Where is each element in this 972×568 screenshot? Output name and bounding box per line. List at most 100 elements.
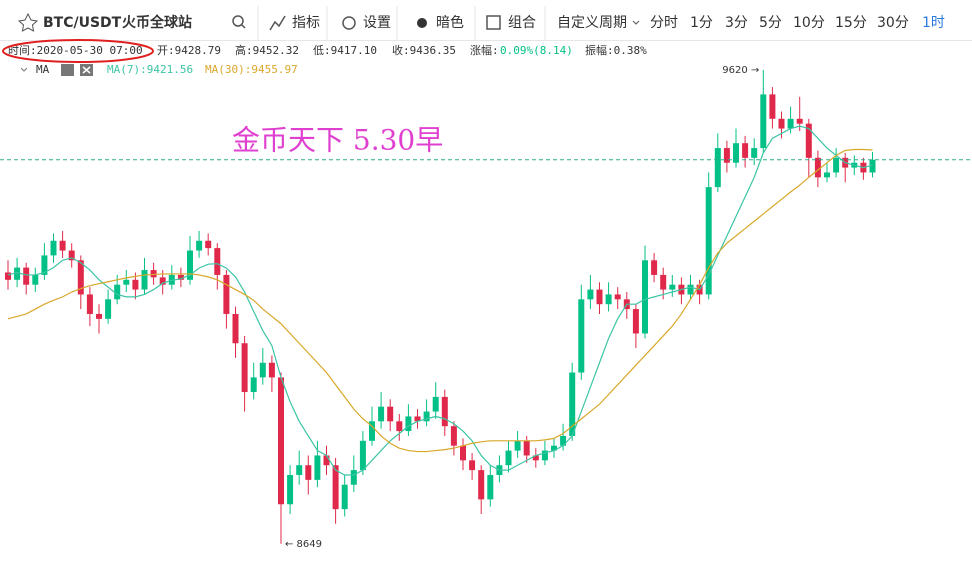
candle-body bbox=[323, 455, 330, 466]
candle-body bbox=[824, 172, 830, 178]
info-change-label: 涨幅: bbox=[470, 44, 499, 57]
candle-body bbox=[469, 460, 476, 471]
watermark: 金币天下 5.30早 bbox=[232, 124, 443, 157]
candle-body bbox=[760, 94, 767, 149]
plot: MA(7):9421.56 MA(30):9455.97 9620 → ← 8649 bbox=[0, 63, 972, 550]
candle-body bbox=[714, 148, 721, 188]
candle-body bbox=[296, 465, 303, 475]
toolbar: BTC/USDT 火币全球站 指标 设置 暗色 组合 自定义周期 分时 1分 3分 5… bbox=[0, 6, 972, 41]
symbol: BTC/USDT bbox=[43, 15, 122, 31]
candle-body bbox=[50, 240, 57, 256]
candle-body bbox=[105, 299, 112, 319]
candle-body bbox=[405, 416, 412, 432]
search-icon[interactable] bbox=[232, 15, 244, 27]
candle-body bbox=[250, 377, 257, 393]
info-time: 时间:2020-05-30 07:00 bbox=[8, 44, 143, 57]
candle-body bbox=[432, 396, 439, 412]
candle-body bbox=[205, 240, 212, 249]
dropdown-icon bbox=[632, 20, 640, 25]
info-high: 高:9452.32 bbox=[235, 43, 299, 57]
candle-body bbox=[805, 123, 812, 158]
candle-body bbox=[32, 274, 39, 285]
period-button[interactable]: 分时 bbox=[650, 15, 678, 31]
candle-body bbox=[123, 279, 130, 285]
highlight-ellipse bbox=[2, 39, 154, 63]
legend-entry: MA(30):9455.97 bbox=[205, 63, 298, 76]
candle-body bbox=[423, 411, 430, 422]
candle-body bbox=[268, 362, 275, 378]
high-label: 9620 → bbox=[722, 65, 759, 76]
period-button[interactable]: 1时 bbox=[922, 15, 945, 31]
info-close: 收:9436.35 bbox=[392, 43, 456, 57]
period-button[interactable]: 5分 bbox=[759, 15, 782, 31]
star-icon[interactable] bbox=[17, 12, 39, 32]
legend-entry: MA(7):9421.56 bbox=[107, 63, 193, 76]
candle-body bbox=[278, 377, 284, 505]
period-button[interactable]: 10分 bbox=[793, 15, 825, 31]
candle-body bbox=[305, 465, 312, 480]
candle-body bbox=[341, 484, 348, 510]
candle-body bbox=[723, 148, 730, 163]
candle-body bbox=[214, 248, 221, 275]
toolbar-button[interactable]: 指标 bbox=[292, 15, 320, 31]
candle-body bbox=[742, 143, 749, 158]
candle-body bbox=[651, 260, 658, 275]
info-change-value: 0.09%(8.14) bbox=[500, 44, 573, 57]
toolbar-button[interactable]: 组合 bbox=[508, 15, 536, 31]
theme-icon bbox=[417, 18, 427, 28]
candle-body bbox=[751, 148, 758, 158]
candle-body bbox=[733, 143, 739, 163]
candle-body bbox=[833, 157, 840, 173]
candle-body bbox=[187, 250, 193, 280]
candle-body bbox=[560, 435, 567, 446]
candle-body bbox=[177, 274, 184, 280]
candle-body bbox=[350, 470, 357, 485]
candle-body bbox=[232, 313, 239, 344]
candle-body bbox=[150, 270, 157, 278]
indicator-icon bbox=[269, 15, 286, 31]
period-button[interactable]: 30分 bbox=[877, 15, 909, 31]
ma-label: MA bbox=[36, 63, 50, 76]
ma-line bbox=[7, 125, 873, 476]
candle-body bbox=[369, 421, 375, 441]
ma-settings-icon[interactable] bbox=[61, 64, 74, 76]
candle-body bbox=[478, 470, 485, 500]
candle-body bbox=[450, 426, 457, 446]
collapse-icon[interactable] bbox=[20, 67, 28, 72]
candle-body bbox=[378, 406, 385, 422]
candle-body bbox=[632, 309, 639, 334]
candle-body bbox=[523, 440, 530, 456]
candle-body bbox=[59, 240, 66, 251]
low-label: ← 8649 bbox=[285, 539, 322, 550]
candle-body bbox=[23, 267, 30, 285]
candle-body bbox=[814, 157, 821, 178]
candle-body bbox=[642, 260, 648, 334]
period-button[interactable]: 15分 bbox=[835, 15, 867, 31]
toolbar-button[interactable]: 暗色 bbox=[436, 14, 464, 31]
info-bar: 时间:2020-05-30 07:00 开:9428.79 高:9452.32 … bbox=[2, 39, 647, 76]
candle-body bbox=[86, 294, 93, 314]
candle-body bbox=[669, 284, 676, 290]
candle-body bbox=[159, 277, 166, 285]
toolbar-button[interactable]: 设置 bbox=[363, 15, 391, 31]
candle-body bbox=[505, 450, 512, 466]
candle-body bbox=[778, 118, 785, 129]
candle-body bbox=[314, 455, 321, 480]
candle-body bbox=[460, 445, 466, 461]
candle-body bbox=[196, 240, 203, 251]
period-button[interactable]: 3分 bbox=[725, 15, 748, 31]
candle-body bbox=[869, 159, 876, 173]
candle-body bbox=[796, 118, 803, 124]
candle-body bbox=[14, 267, 21, 280]
candle-body bbox=[596, 289, 603, 305]
candle-body bbox=[541, 450, 548, 461]
candle-body bbox=[387, 406, 394, 422]
info-low: 低:9417.10 bbox=[313, 44, 377, 57]
candle-body bbox=[532, 455, 539, 461]
period-button[interactable]: 1分 bbox=[690, 15, 713, 31]
custom-period[interactable]: 自定义周期 bbox=[557, 15, 627, 31]
candle-body bbox=[605, 294, 612, 305]
ma-line bbox=[7, 148, 873, 453]
candle-body bbox=[769, 94, 776, 119]
info-amplitude: 振幅:0.38% bbox=[585, 43, 647, 57]
